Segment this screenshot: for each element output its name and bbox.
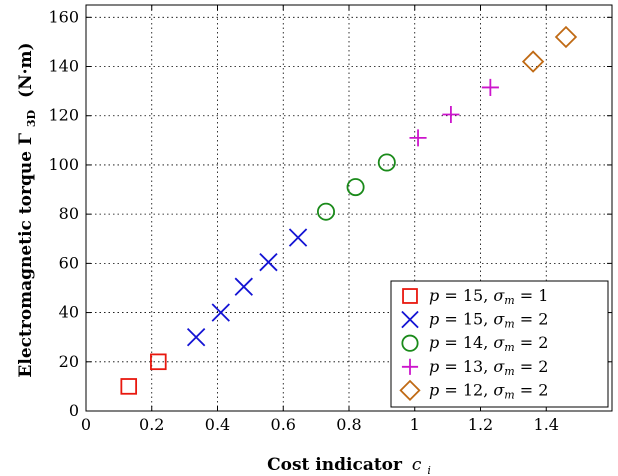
y-tick-label: 20 [59,352,79,371]
data-point [288,228,308,247]
y-tick-label: 60 [59,253,79,272]
x-axis-variable: c [412,455,422,475]
plot-frame [85,4,613,412]
data-point [554,25,578,49]
legend-item: p = 14, σm = 2 [401,333,548,354]
y-tick-label: 140 [48,57,79,76]
y-axis-label-text: Electromagnetic torque Γ [16,133,36,378]
data-point [521,50,545,73]
legend-marker [399,379,421,402]
legend-item: p = 13, σm = 2 [401,357,548,378]
legend-marker [401,358,419,375]
data-point [377,153,396,172]
legend-item: p = 15, σm = 2 [401,310,548,331]
data-point [409,129,427,147]
legend-label: p = 15, σm = 1 [429,286,548,307]
y-axis-label-subscript: 3D [25,109,38,127]
y-tick-label: 40 [59,303,79,322]
x-tick-label: 0.8 [336,415,361,434]
legend-box [390,280,609,408]
x-tick-label: 0.2 [139,415,164,434]
legend-item: p = 15, σm = 1 [402,286,548,307]
legend-label: p = 12, σm = 2 [429,380,548,401]
x-tick-label: 1.2 [468,415,493,434]
grid [86,5,612,411]
y-tick-label: 0 [69,401,79,420]
legend: p = 15, σm = 1 p = 15, σm = 2p = 14, σm =… [390,280,609,408]
x-tick-label: 1 [410,415,420,434]
y-axis-unit: (N·m) [16,42,36,98]
y-tick-label: 160 [48,7,79,26]
data-point [150,353,167,371]
y-tick-label: 120 [48,106,79,125]
data-point [234,277,253,296]
y-tick-label: 100 [48,155,79,174]
series-2 [186,228,308,347]
data-points [120,25,578,395]
data-point [346,178,365,197]
x-tick-label: 0.4 [205,415,230,434]
legend-marker [401,310,419,329]
x-axis-label: Cost indicator c i [267,455,431,476]
axis-ticks: 0 0.2 0.4 0.6 0.8 1 1.2 1.4 0 20 40 60 80 100 120 140 16… [48,5,612,434]
series-3 [316,153,396,221]
x-axis-variable-index: i [427,464,431,476]
series-4 [409,78,499,147]
legend-marker [401,334,419,352]
y-axis-label: Electromagnetic torque Γ 3D (N·m) [16,42,40,377]
legend-marker [402,288,418,304]
series-1 [120,353,167,395]
data-point [442,105,460,124]
x-tick-label: 1.4 [534,415,559,434]
legend-item: p = 12, σm = 2 [399,379,548,402]
legend-label: p = 14, σm = 2 [429,333,548,354]
legend-label: p = 15, σm = 2 [429,310,548,331]
data-point [259,252,278,272]
data-point [186,327,206,347]
series-5 [521,25,578,73]
x-tick-label: 0.6 [271,415,296,434]
x-tick-label: 0 [81,415,91,434]
data-point [316,202,335,221]
x-axis-label-text: Cost indicator [267,455,403,475]
data-point [481,78,499,96]
y-tick-label: 80 [59,204,79,223]
data-point [211,303,230,322]
legend-label: p = 13, σm = 2 [429,357,548,378]
data-point [120,378,138,395]
